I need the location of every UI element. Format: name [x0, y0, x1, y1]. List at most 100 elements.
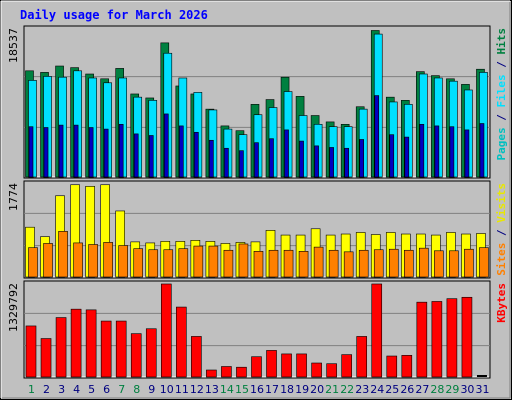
bar-sites — [373, 249, 384, 278]
bar-pages — [419, 124, 425, 178]
bar-pages — [224, 147, 229, 178]
bar-sites — [479, 247, 489, 278]
x-tick-label: 2 — [43, 383, 50, 396]
panel-max-label: 1774 — [7, 183, 20, 211]
x-tick-label: 19 — [295, 383, 309, 396]
legend-entry: KBytes — [495, 283, 508, 323]
bar-sites — [163, 249, 174, 278]
bar-kbytes — [100, 320, 112, 378]
bar-pages — [404, 136, 410, 178]
x-tick-label: 9 — [148, 383, 155, 396]
x-tick-label: 27 — [415, 383, 429, 396]
bar-sites — [358, 249, 369, 278]
bar-pages — [314, 145, 319, 178]
bar-kbytes — [55, 317, 67, 378]
bar-kbytes — [281, 353, 292, 378]
x-tick-label: 15 — [235, 383, 249, 396]
bar-kbytes — [251, 356, 262, 378]
bar-pages — [163, 113, 169, 178]
x-tick-label: 12 — [190, 383, 204, 396]
bar-kbytes — [160, 283, 172, 378]
bar-sites — [298, 251, 309, 278]
bar-kbytes — [371, 283, 383, 378]
legend-entry: / — [495, 223, 508, 243]
legend-entry: Sites — [495, 243, 508, 276]
legend-entry: Pages — [495, 127, 508, 160]
bar-pages — [58, 124, 64, 178]
x-tick-label: 21 — [325, 383, 339, 396]
bar-kbytes — [236, 366, 247, 378]
bar-kbytes — [191, 336, 202, 378]
bar-sites — [404, 249, 414, 278]
bar-pages — [389, 134, 395, 178]
x-tick-label: 4 — [73, 383, 80, 396]
panel-max-label: 1329792 — [7, 283, 20, 332]
bar-kbytes — [416, 301, 428, 378]
bar-kbytes — [266, 350, 277, 378]
bar-kbytes — [145, 328, 157, 378]
bar-kbytes — [341, 354, 352, 378]
bar-kbytes — [296, 353, 307, 378]
bar-sites — [103, 242, 113, 278]
bar-sites — [464, 248, 474, 278]
bar-pages — [28, 126, 34, 178]
bar-kbytes — [40, 338, 52, 378]
bar-sites — [313, 246, 324, 278]
panel-legend: Pages / Files / Hits — [495, 28, 508, 161]
bar-kbytes — [25, 325, 37, 378]
bar-pages — [299, 140, 304, 178]
panel-middle: 1774 Sites / Visits — [7, 180, 508, 279]
bar-pages — [239, 150, 244, 178]
bar-sites — [148, 249, 159, 278]
bar-kbytes — [70, 308, 82, 378]
x-tick-label: 31 — [475, 383, 489, 396]
bar-kbytes — [206, 369, 217, 378]
x-tick-label: 25 — [385, 383, 399, 396]
x-tick-label: 29 — [445, 383, 459, 396]
bar-kbytes — [221, 366, 232, 378]
bar-kbytes — [311, 362, 322, 378]
x-tick-label: 23 — [355, 383, 369, 396]
x-tick-label: 28 — [430, 383, 444, 396]
bar-kbytes — [356, 336, 368, 378]
x-tick-label: 24 — [370, 383, 384, 396]
bar-pages — [179, 125, 184, 178]
x-tick-label: 8 — [133, 383, 140, 396]
legend-entry: Files — [495, 74, 508, 107]
bar-pages — [359, 139, 365, 178]
bar-sites — [133, 248, 144, 278]
bar-sites — [88, 244, 98, 278]
x-tick-label: 3 — [58, 383, 65, 396]
x-tick-label: 26 — [400, 383, 414, 396]
bar-kbytes — [431, 301, 443, 378]
bar-sites — [193, 245, 204, 278]
panel-legend: KBytes — [495, 283, 508, 323]
bar-pages — [88, 127, 94, 178]
bar-sites — [58, 231, 68, 278]
bar-pages — [43, 127, 49, 178]
x-tick-label: 20 — [310, 383, 324, 396]
x-tick-label: 18 — [280, 383, 294, 396]
bar-kbytes — [461, 296, 473, 378]
bar-sites — [449, 250, 459, 278]
bar-pages — [254, 142, 259, 178]
bar-kbytes — [176, 306, 187, 378]
bar-kbytes — [85, 309, 97, 378]
bar-sites — [283, 249, 294, 278]
bar-pages — [449, 126, 455, 178]
bar-pages — [464, 129, 470, 178]
bar-pages — [434, 125, 440, 178]
chart-title: Daily usage for March 2026 — [20, 8, 208, 22]
bar-pages — [329, 147, 334, 178]
bar-sites — [253, 251, 264, 278]
bar-kbytes — [386, 355, 398, 378]
x-tick-label: 16 — [250, 383, 264, 396]
bar-pages — [194, 131, 199, 178]
bar-sites — [419, 247, 429, 278]
bar-kbytes — [130, 333, 142, 378]
bar-pages — [344, 147, 349, 178]
bar-kbytes — [446, 298, 458, 378]
bar-pages — [479, 123, 485, 178]
x-tick-label: 6 — [103, 383, 110, 396]
